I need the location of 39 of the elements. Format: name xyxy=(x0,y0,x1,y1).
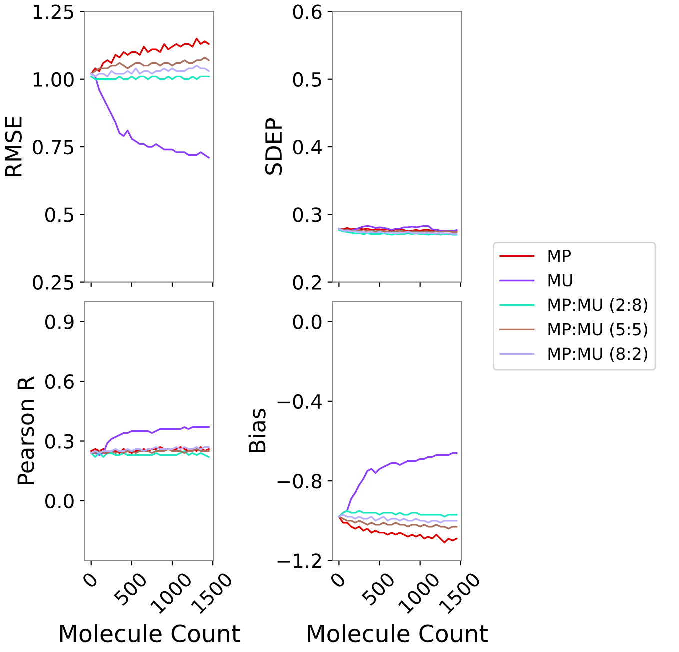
legend-label: MP:MU (5:5) xyxy=(548,322,648,338)
y-tick-label: 0.25 xyxy=(33,275,74,290)
y-tick-label: 0.6 xyxy=(293,4,322,20)
legend-label: MP:MU (2:8) xyxy=(548,298,648,314)
line-series xyxy=(90,56,210,75)
y-axis-title: Pearson R xyxy=(18,376,34,485)
x-tick-label: 500 xyxy=(113,572,148,606)
x-axis-title: Molecule Count xyxy=(308,624,488,643)
y-tick-label: 0.9 xyxy=(46,314,74,330)
x-tick-label: 500 xyxy=(361,572,396,606)
legend-label: MP xyxy=(548,250,572,262)
line-series xyxy=(90,65,210,78)
x-tick-label: 0 xyxy=(329,572,347,589)
y-tick-label: 0.2 xyxy=(293,275,322,290)
y-tick-label: 0.6 xyxy=(46,374,74,390)
line-series xyxy=(338,516,458,544)
y-tick-label: −0.4 xyxy=(278,394,322,410)
y-tick-label: 0.5 xyxy=(293,72,322,88)
line-series xyxy=(338,516,458,530)
y-axis-title: SDEP xyxy=(265,118,282,175)
legend-label: MU xyxy=(548,274,572,287)
y-tick-label: 0.0 xyxy=(293,314,322,330)
y-tick-label: 0.75 xyxy=(33,140,74,155)
y-tick-label: 0.5 xyxy=(46,208,74,222)
y-tick-label: 0.4 xyxy=(293,140,322,155)
y-tick-label: −1.2 xyxy=(278,554,322,568)
y-tick-label: −0.8 xyxy=(278,474,322,489)
y-axis-title: Bias xyxy=(248,409,266,452)
line-series xyxy=(90,38,210,75)
line-series xyxy=(338,514,458,524)
x-axis-title: Molecule Count xyxy=(60,624,240,643)
x-tick-label: 0 xyxy=(81,572,99,589)
legend-label: MP:MU (8:2) xyxy=(548,347,648,362)
y-tick-label: 1.00 xyxy=(34,72,74,88)
y-tick-label: 0.3 xyxy=(46,434,74,449)
y-tick-label: 0.3 xyxy=(293,208,322,222)
y-tick-label: 0.0 xyxy=(46,494,74,509)
y-tick-label: 1.25 xyxy=(34,4,74,20)
y-axis-title: RMSE xyxy=(5,117,22,176)
